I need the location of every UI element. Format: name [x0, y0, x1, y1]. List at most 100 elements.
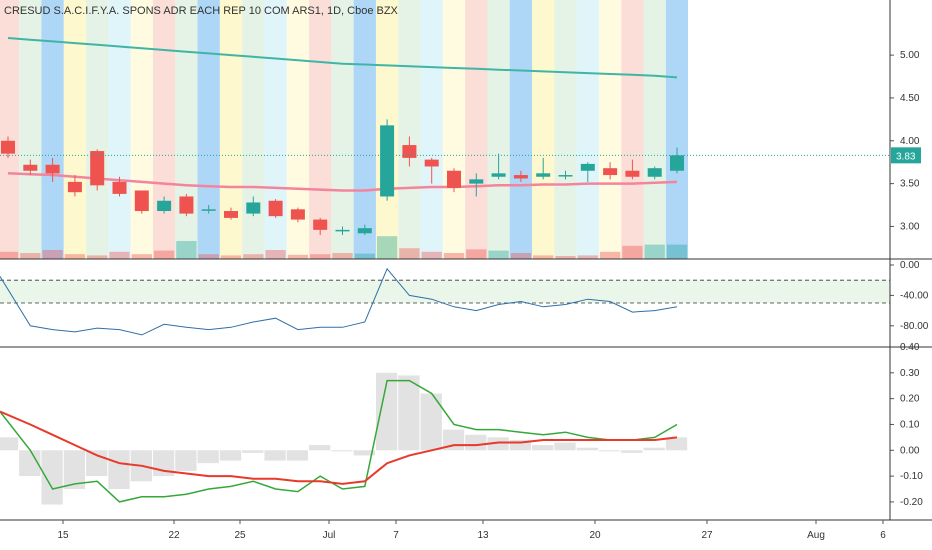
date-band	[420, 0, 443, 259]
candle-body	[157, 200, 172, 212]
date-band	[331, 0, 354, 259]
oscillator-histogram-bar	[175, 450, 197, 471]
candle-body	[380, 125, 395, 197]
volume-bar	[622, 245, 643, 259]
volume-bar	[265, 250, 286, 259]
date-band	[353, 0, 376, 259]
oscillator-histogram-bar	[487, 437, 509, 451]
oscillator-histogram-bar	[643, 447, 665, 451]
candle-body	[268, 200, 283, 217]
volume-bar	[0, 251, 19, 259]
oscillator-histogram-bar	[197, 450, 219, 464]
date-background-bands	[0, 0, 890, 259]
time-tick-label: 20	[589, 530, 601, 541]
oscillator-histogram-bar	[465, 434, 487, 451]
date-band	[219, 0, 243, 259]
time-tick-label: 7	[393, 530, 399, 541]
candle-body	[45, 164, 60, 174]
candle-body	[1, 140, 15, 154]
oscillator-histogram-bar	[576, 447, 598, 451]
volume-bar	[488, 250, 509, 259]
price-tick-label: 4.00	[900, 136, 920, 147]
oscillator-histogram-bar	[554, 442, 576, 451]
rsi-pane	[0, 267, 890, 336]
volume-bar	[109, 251, 130, 259]
oscillator-tick-label: -0.20	[900, 497, 923, 508]
volume-bar	[176, 241, 197, 259]
oscillator-histogram-bar	[264, 450, 286, 461]
oscillator-histogram-bar	[375, 372, 398, 451]
oscillator-tick-label: 0.10	[900, 419, 920, 430]
rsi-tick-label: 0.00	[900, 260, 920, 271]
date-band	[509, 0, 533, 259]
price-tick-label: 3.00	[900, 221, 920, 232]
volume-bar	[243, 254, 264, 259]
candle-body	[447, 170, 461, 188]
oscillator-histogram-bar	[219, 450, 242, 461]
date-band	[264, 0, 287, 259]
oscillator-tick-label: -0.10	[900, 471, 923, 482]
date-band	[621, 0, 644, 259]
time-tick-label: Jul	[323, 530, 336, 541]
date-band	[108, 0, 131, 259]
volume-bar	[577, 255, 598, 259]
last-price-label: 3.83	[896, 151, 916, 162]
rsi-band	[0, 280, 890, 303]
volume-bar	[153, 250, 175, 259]
candle-body	[112, 181, 127, 194]
volume-bar	[131, 254, 152, 259]
rsi-tick-label: -40.00	[900, 290, 929, 301]
candle-body	[67, 181, 82, 193]
oscillator-histogram-bar	[19, 450, 41, 477]
date-band	[665, 0, 689, 259]
ma-long-line	[7, 37, 678, 79]
oscillator-histogram-bar	[242, 450, 264, 453]
time-tick-label: Aug	[807, 530, 825, 541]
oscillator-pane	[0, 372, 688, 505]
oscillator-histogram-bar	[621, 450, 643, 453]
candle-body	[90, 151, 105, 186]
candle-body	[402, 145, 417, 158]
candle-body	[558, 175, 573, 177]
oscillator-histogram-bar	[108, 450, 130, 490]
oscillator-slow-line	[0, 410, 678, 485]
volume-bar	[644, 244, 665, 259]
candle-body	[246, 202, 261, 214]
date-band	[598, 0, 622, 259]
volume-bar	[376, 236, 398, 259]
date-band	[86, 0, 109, 259]
volume-bar	[555, 256, 576, 259]
candle-body	[603, 168, 618, 176]
candle-body	[536, 173, 551, 177]
candle-body	[224, 211, 238, 218]
date-band	[63, 0, 87, 259]
candle-body	[625, 170, 640, 177]
price-tick-label: 4.50	[900, 93, 920, 104]
candle-body	[23, 164, 38, 171]
date-band	[41, 0, 64, 259]
candle-body	[335, 229, 350, 232]
chart-title: CRESUD S.A.C.I.F.Y.A. SPONS ADR EACH REP…	[4, 5, 399, 17]
date-band	[643, 0, 666, 259]
date-band	[130, 0, 153, 259]
oscillator-histogram-bar	[353, 450, 375, 456]
oscillator-histogram-bar	[532, 445, 554, 451]
date-band	[309, 0, 332, 259]
time-tick-label: 6	[880, 530, 886, 541]
volume-bar	[421, 251, 442, 259]
candle-body	[670, 155, 684, 171]
candle-body	[491, 173, 506, 177]
volume-bar	[64, 254, 86, 259]
date-band	[442, 0, 466, 259]
candle-body	[201, 209, 216, 211]
oscillator-histogram-bar	[63, 450, 86, 490]
date-band	[576, 0, 599, 259]
date-band	[175, 0, 198, 259]
rsi-line	[0, 267, 678, 336]
candle-body	[647, 168, 662, 177]
volume-bar	[466, 249, 487, 259]
volume-bar	[510, 253, 532, 259]
oscillator-histogram-bar	[420, 393, 442, 451]
volume-bar	[599, 251, 621, 259]
